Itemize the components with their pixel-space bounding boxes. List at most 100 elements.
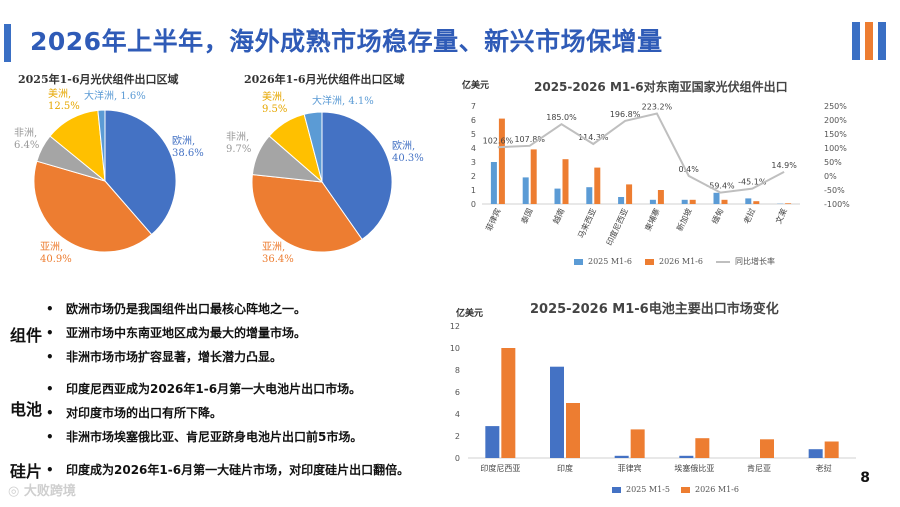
sea-category-label: 柬埔寨 [643,207,662,233]
battery-chart-legend: 2025 M1-5 2026 M1-6 [612,485,739,494]
section-label-modules: 组件 [10,326,43,345]
sea-bar-2026 [594,167,601,204]
bat-y-tick: 12 [450,322,460,331]
legend-2025-label: 2025 M1-6 [588,257,632,266]
pie-2026-label-africa: 非洲, 9.7% [226,132,252,155]
bat-bar-2025 [614,455,629,458]
sea-y2-tick: 0% [824,172,837,181]
legend-bat-2026-label: 2026 M1-6 [694,485,739,494]
sea-y2-tick: 50% [824,158,842,167]
sea-bar-2026 [785,203,792,204]
bat-bar-2025 [485,426,500,458]
sea-chart-unit: 亿美元 [462,81,490,91]
cells-bullet-2: • 对印度市场的出口有所下降。 [46,406,223,420]
pie-2026-chart [251,111,393,253]
sea-growth-label: 107.8% [514,135,545,144]
modules-bullet-3: • 非洲市场市场扩容显著，增长潜力凸显。 [46,350,283,364]
bat-y-tick: 6 [455,388,460,397]
sea-y2-tick: 150% [824,130,847,139]
sea-bar-2025 [681,199,688,204]
sea-growth-line [497,112,785,194]
bat-bar-2025 [808,449,823,458]
page-number: 8 [860,470,870,486]
battery-chart-title: 2025-2026 M1-6电池主要出口市场变化 [530,302,779,317]
sea-y-tick: 7 [471,102,476,111]
bat-bar-2025 [679,455,694,458]
footer-logo: ◎ 大败跨境 [8,484,76,499]
pie-2025-label-europe: 欧洲, 38.6% [172,136,204,159]
sea-bar-2026 [626,184,633,204]
pie-2026-label-oceania: 大洋洲, 4.1% [312,96,374,107]
sea-bar-2025 [554,188,561,204]
sea-y-tick: 4 [471,144,476,153]
bat-y-tick: 4 [455,410,460,419]
pie-2025-label-oceania: 大洋洲, 1.6% [84,91,146,102]
page-title: 2026年上半年，海外成熟市场稳存量、新兴市场保增量 [30,27,663,56]
pie-2025-slice-0 [104,109,177,236]
bat-bar-2026 [824,441,839,458]
sea-growth-label: 102.6% [483,136,514,145]
sea-bar-2026 [689,199,696,204]
sea-bar-2025 [618,197,625,204]
legend-2025-swatch [574,258,583,265]
bat-bar-2025 [550,366,564,458]
sea-y2-tick: 200% [824,116,847,125]
battery-chart-unit: 亿美元 [456,309,484,319]
pie-2026-label-america: 美洲, 9.5% [262,92,288,115]
pie-2025-slice-1 [33,160,153,253]
sea-y-tick: 2 [471,172,476,181]
sea-y-tick: 5 [471,130,476,139]
bat-category-label: 老挝 [816,463,832,473]
sea-y-tick: 0 [471,200,476,209]
sea-growth-label: -45.1% [738,178,767,187]
pie-2025-chart [33,109,177,253]
pie-2026-slice-1 [251,173,363,253]
sea-bar-2025 [490,162,497,204]
legend-bat-2026-swatch [680,486,690,493]
bat-category-label: 肯尼亚 [747,463,771,473]
pie-2026-label-europe: 欧洲, 40.3% [392,141,424,164]
bat-category-label: 印度尼西亚 [480,463,520,473]
sea-chart: 0 1 2 3 4 5 6 7 -100% -50% 0% 50% 100% 150% 200% 250% 10… [471,102,850,247]
sea-bar-2026 [530,149,537,204]
sea-bar-2026 [562,159,569,204]
sea-category-label: 印度尼西亚 [604,207,630,247]
bat-category-label: 印度 [557,463,573,473]
cells-bullet-3: • 非洲市场埃塞俄比亚、肯尼亚跻身电池片出口前5市场。 [46,430,363,444]
sea-bar-2025 [713,192,720,204]
pie-2026-slice-4 [303,111,323,183]
sea-growth-label: 196.8% [610,110,641,119]
legend-bat-2025-swatch [612,486,621,493]
sea-category-label: 泰国 [519,207,535,226]
sea-bar-2026 [753,201,760,204]
sea-category-label: 新加坡 [674,207,693,233]
sea-y2-tick: -50% [824,186,845,195]
pie-2025-slice-4 [97,109,106,182]
sea-bar-2025 [522,177,529,204]
bat-bar-2026 [501,348,516,458]
sea-growth-label: 185.0% [546,113,577,122]
legend-bat-2025-label: 2025 M1-5 [626,485,670,494]
pie-2025-label-asia: 亚洲, 40.9% [40,242,72,265]
bat-category-label: 菲律宾 [618,463,642,473]
bat-y-tick: 10 [450,344,460,353]
sea-category-label: 文莱 [773,207,789,226]
sea-category-label: 缅甸 [709,207,725,226]
sea-chart-legend: 2025 M1-6 2026 M1-6 同比增长率 [574,256,775,267]
modules-bullet-2: • 亚洲市场中东南亚地区成为最大的增量市场。 [46,326,307,340]
legend-growth-swatch [715,260,730,263]
cells-bullet-1: • 印度尼西亚成为2026年1-6月第一大电池片出口市场。 [46,382,362,396]
battery-chart: 0 2 4 6 8 10 12 印度尼西亚 印度 菲律宾 埃塞俄比亚 肯尼亚 老挝 [450,322,856,473]
bat-y-tick: 0 [455,454,460,463]
title-accent-bar [4,24,11,62]
wafers-bullet-1: • 印度成为2026年1-6月第一大硅片市场，对印度硅片出口翻倍。 [46,463,410,477]
sea-y2-tick: 100% [824,144,847,153]
sea-y-tick: 6 [471,116,476,125]
sea-y2-tick: 250% [824,102,847,111]
sea-category-label: 菲律宾 [484,207,503,233]
pie-2025-label-africa: 非洲, 6.4% [14,128,40,151]
modules-bullet-1: • 欧洲市场仍是我国组件出口最核心阵地之一。 [46,302,307,316]
sea-y2-tick: -100% [824,200,850,209]
sea-growth-label: 0.4% [679,165,700,174]
sea-growth-label: 223.2% [642,103,673,112]
